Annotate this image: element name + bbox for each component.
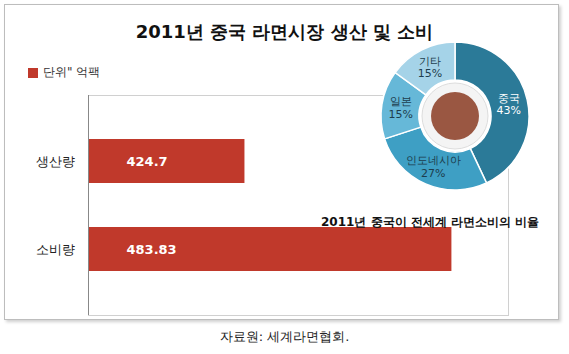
- svg-text:424.7: 424.7: [127, 154, 168, 169]
- svg-text:생산량: 생산량: [36, 154, 75, 169]
- svg-text:기타15%: 기타15%: [418, 55, 442, 81]
- html-text:2011년 중국이 전세계 라면소비의 비율: 2011년 중국이 전세계 라면소비의 비율: [320, 215, 539, 229]
- svg-text:일본15%: 일본15%: [388, 95, 412, 121]
- svg-text:소비량: 소비량: [36, 242, 75, 257]
- html-text:2011년 중국 라면시장 생산 및 소비: 2011년 중국 라면시장 생산 및 소비: [135, 21, 434, 42]
- html-text:단위" 억팩: 단위" 억팩: [43, 65, 101, 79]
- svg-text:인도네시아27%: 인도네시아27%: [406, 154, 461, 180]
- html-text:자료원: 세계라면협회.: 자료원: 세계라면협회.: [219, 329, 350, 344]
- svg-text:중국43%: 중국43%: [496, 92, 520, 118]
- svg-text:483.83: 483.83: [127, 242, 177, 257]
